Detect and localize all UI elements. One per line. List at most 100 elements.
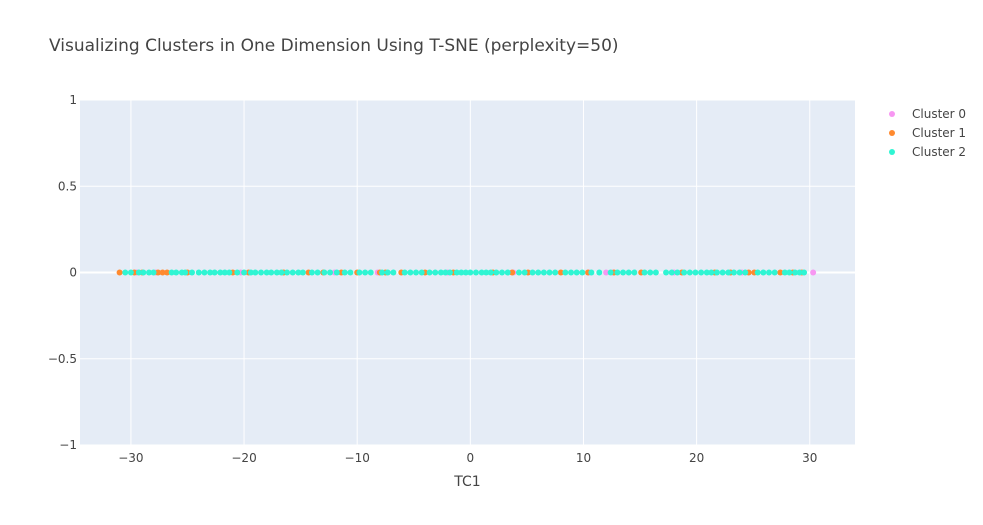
data-point[interactable] xyxy=(483,269,490,276)
data-point[interactable] xyxy=(458,269,465,276)
data-point[interactable] xyxy=(504,269,511,276)
data-point[interactable] xyxy=(620,269,627,276)
legend-item-cluster-1[interactable]: Cluster 1 xyxy=(889,126,966,140)
data-point[interactable] xyxy=(625,269,632,276)
data-point[interactable] xyxy=(168,269,175,276)
data-point[interactable] xyxy=(413,269,420,276)
data-point[interactable] xyxy=(284,269,291,276)
data-point[interactable] xyxy=(719,269,726,276)
data-point[interactable] xyxy=(379,269,386,276)
data-point[interactable] xyxy=(122,269,129,276)
data-point[interactable] xyxy=(182,269,189,276)
data-point[interactable] xyxy=(467,269,474,276)
data-point[interactable] xyxy=(390,269,397,276)
data-point[interactable] xyxy=(333,269,340,276)
data-point[interactable] xyxy=(418,269,425,276)
data-point[interactable] xyxy=(499,269,506,276)
data-point[interactable] xyxy=(781,269,788,276)
data-point[interactable] xyxy=(116,269,123,276)
data-point[interactable] xyxy=(127,269,134,276)
data-point[interactable] xyxy=(792,269,799,276)
data-point[interactable] xyxy=(327,269,334,276)
data-point[interactable] xyxy=(540,269,547,276)
data-point[interactable] xyxy=(736,269,743,276)
data-point[interactable] xyxy=(552,269,559,276)
data-point[interactable] xyxy=(140,269,147,276)
data-point[interactable] xyxy=(557,269,564,276)
data-point[interactable] xyxy=(771,269,778,276)
data-point[interactable] xyxy=(295,269,302,276)
data-point[interactable] xyxy=(596,269,603,276)
data-point[interactable] xyxy=(509,269,516,276)
data-point[interactable] xyxy=(207,269,214,276)
data-point[interactable] xyxy=(278,269,285,276)
legend-item-cluster-2[interactable]: Cluster 2 xyxy=(889,145,966,159)
data-point[interactable] xyxy=(268,269,275,276)
data-point[interactable] xyxy=(195,269,202,276)
data-point[interactable] xyxy=(535,269,542,276)
data-point[interactable] xyxy=(493,269,500,276)
data-point[interactable] xyxy=(777,269,784,276)
data-point[interactable] xyxy=(603,269,610,276)
data-point[interactable] xyxy=(252,269,259,276)
data-point[interactable] xyxy=(674,269,681,276)
data-point[interactable] xyxy=(401,269,408,276)
data-point[interactable] xyxy=(708,269,715,276)
data-point[interactable] xyxy=(713,269,720,276)
data-point[interactable] xyxy=(573,269,580,276)
data-point[interactable] xyxy=(652,269,659,276)
data-point[interactable] xyxy=(529,269,536,276)
data-point[interactable] xyxy=(588,269,595,276)
data-point[interactable] xyxy=(453,269,460,276)
data-point[interactable] xyxy=(462,269,469,276)
data-point[interactable] xyxy=(546,269,553,276)
data-point[interactable] xyxy=(796,269,803,276)
data-point[interactable] xyxy=(263,269,270,276)
data-point[interactable] xyxy=(426,269,433,276)
data-point[interactable] xyxy=(341,269,348,276)
data-point[interactable] xyxy=(308,269,315,276)
data-point[interactable] xyxy=(766,269,773,276)
data-point[interactable] xyxy=(146,269,153,276)
data-point[interactable] xyxy=(159,269,166,276)
data-point[interactable] xyxy=(686,269,693,276)
data-point[interactable] xyxy=(173,269,180,276)
data-point[interactable] xyxy=(211,269,218,276)
data-point[interactable] xyxy=(663,269,670,276)
data-point[interactable] xyxy=(289,269,296,276)
data-point[interactable] xyxy=(614,269,621,276)
data-point[interactable] xyxy=(155,269,162,276)
data-point[interactable] xyxy=(442,269,449,276)
data-point[interactable] xyxy=(135,269,142,276)
data-point[interactable] xyxy=(730,269,737,276)
data-point[interactable] xyxy=(692,269,699,276)
data-point[interactable] xyxy=(562,269,569,276)
data-point[interactable] xyxy=(760,269,767,276)
data-point[interactable] xyxy=(446,269,453,276)
data-point[interactable] xyxy=(432,269,439,276)
data-point[interactable] xyxy=(247,269,254,276)
data-point[interactable] xyxy=(217,269,224,276)
data-point[interactable] xyxy=(668,269,675,276)
data-point[interactable] xyxy=(478,269,485,276)
data-point[interactable] xyxy=(801,269,808,276)
data-point[interactable] xyxy=(703,269,710,276)
data-point[interactable] xyxy=(347,269,354,276)
data-point[interactable] xyxy=(221,269,228,276)
data-point[interactable] xyxy=(150,269,157,276)
data-point[interactable] xyxy=(384,269,391,276)
data-point[interactable] xyxy=(568,269,575,276)
data-point[interactable] xyxy=(356,269,363,276)
data-point[interactable] xyxy=(810,269,817,276)
data-point[interactable] xyxy=(725,269,732,276)
data-point[interactable] xyxy=(367,269,374,276)
data-point[interactable] xyxy=(241,269,248,276)
data-point[interactable] xyxy=(314,269,321,276)
data-point[interactable] xyxy=(258,269,265,276)
data-point[interactable] xyxy=(681,269,688,276)
legend-item-cluster-0[interactable]: Cluster 0 xyxy=(889,107,966,121)
data-point[interactable] xyxy=(521,269,528,276)
data-point[interactable] xyxy=(201,269,208,276)
data-point[interactable] xyxy=(754,269,761,276)
data-point[interactable] xyxy=(472,269,479,276)
